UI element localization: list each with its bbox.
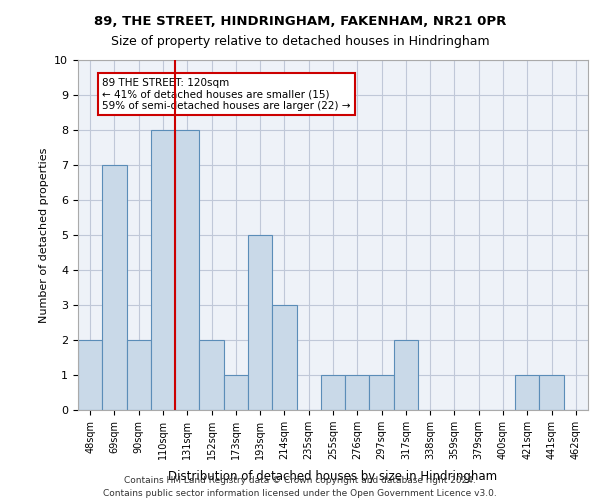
Bar xyxy=(248,235,272,410)
Text: Contains public sector information licensed under the Open Government Licence v3: Contains public sector information licen… xyxy=(103,488,497,498)
Bar xyxy=(127,340,151,410)
Bar xyxy=(175,130,199,410)
Text: 89 THE STREET: 120sqm
← 41% of detached houses are smaller (15)
59% of semi-deta: 89 THE STREET: 120sqm ← 41% of detached … xyxy=(102,78,351,110)
X-axis label: Distribution of detached houses by size in Hindringham: Distribution of detached houses by size … xyxy=(169,470,497,484)
Bar xyxy=(102,165,127,410)
Bar xyxy=(199,340,224,410)
Bar xyxy=(345,375,370,410)
Text: Size of property relative to detached houses in Hindringham: Size of property relative to detached ho… xyxy=(110,35,490,48)
Bar xyxy=(539,375,564,410)
Y-axis label: Number of detached properties: Number of detached properties xyxy=(39,148,49,322)
Bar xyxy=(224,375,248,410)
Bar xyxy=(515,375,539,410)
Bar xyxy=(321,375,345,410)
Bar xyxy=(272,305,296,410)
Text: Contains HM Land Registry data © Crown copyright and database right 2024.: Contains HM Land Registry data © Crown c… xyxy=(124,476,476,485)
Bar xyxy=(394,340,418,410)
Bar xyxy=(370,375,394,410)
Text: 89, THE STREET, HINDRINGHAM, FAKENHAM, NR21 0PR: 89, THE STREET, HINDRINGHAM, FAKENHAM, N… xyxy=(94,15,506,28)
Bar xyxy=(151,130,175,410)
Bar xyxy=(78,340,102,410)
